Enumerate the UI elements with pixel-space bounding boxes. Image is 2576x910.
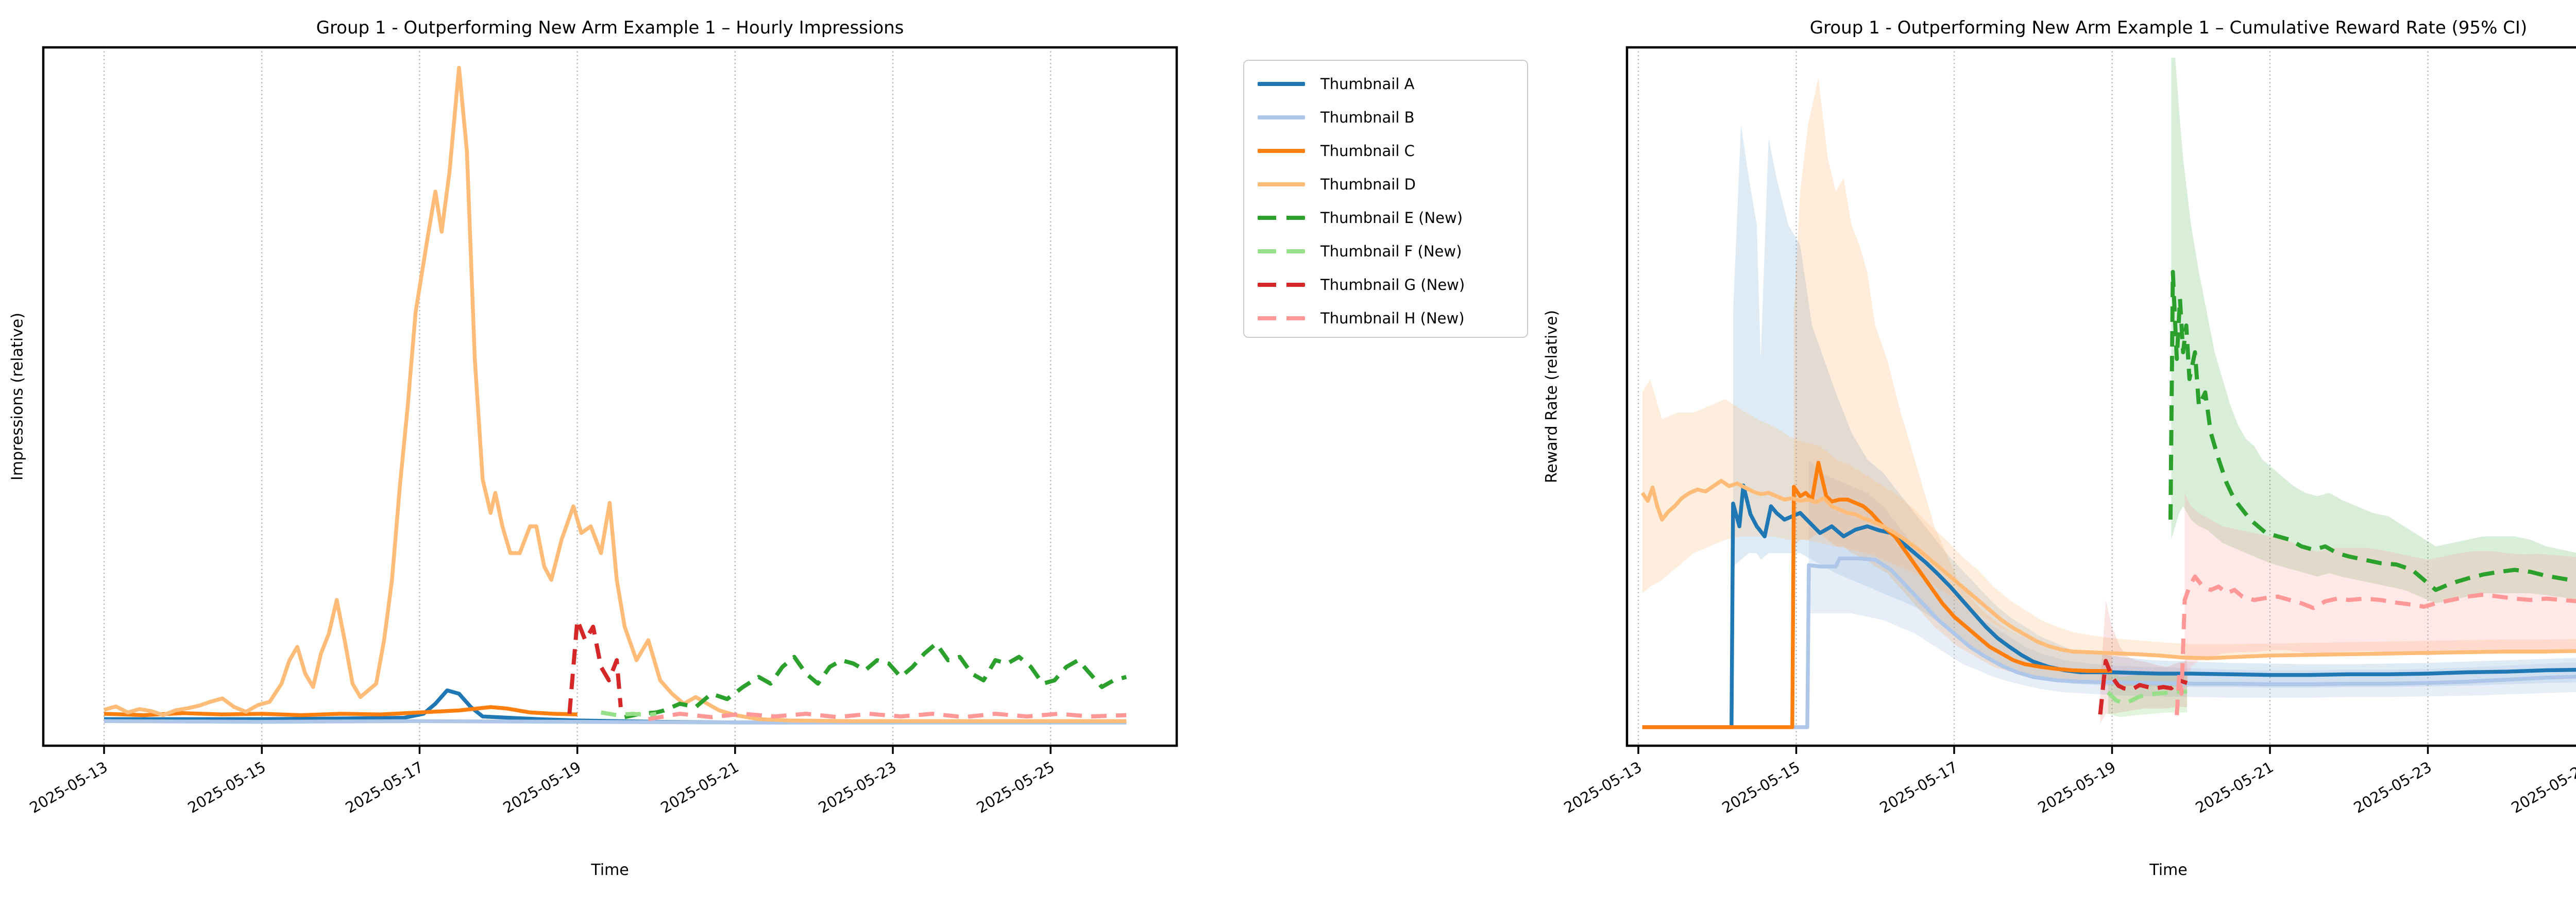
series-line — [2168, 270, 2576, 592]
ci-band — [2184, 493, 2576, 694]
ci-band — [1793, 78, 2112, 682]
left-chart-legend: Thumbnail A Thumbnail B Thumbnail C Thumbna… — [1243, 60, 1528, 338]
legend-item: Thumbnail C — [1244, 134, 1527, 167]
left-chart-plot — [42, 46, 1178, 754]
legend-item: Thumbnail H (New) — [1244, 301, 1527, 335]
legend-item: Thumbnail F (New) — [1244, 234, 1527, 268]
legend-line-sample — [1258, 148, 1305, 153]
right-chart-title: Group 1 - Outperforming New Arm Example … — [1809, 18, 2528, 38]
legend-item-label: Thumbnail E (New) — [1320, 209, 1463, 227]
legend-item-label: Thumbnail C — [1320, 142, 1415, 160]
legend-item-label: Thumbnail B — [1320, 108, 1415, 126]
series-line — [567, 618, 623, 714]
series-line — [1640, 478, 2576, 660]
legend-item-label: Thumbnail A — [1320, 75, 1415, 93]
right-chart-plot — [1625, 46, 2576, 754]
axes-spines — [1625, 46, 2576, 747]
series-line — [2098, 659, 2188, 715]
axes-spines — [42, 46, 1178, 747]
legend-item-label: Thumbnail F (New) — [1320, 242, 1462, 260]
legend-line-sample — [1258, 215, 1305, 220]
right-x-axis-label: Time — [2149, 861, 2188, 879]
series-line — [600, 710, 657, 717]
ci-band — [2171, 58, 2576, 604]
legend-item: Thumbnail D — [1244, 167, 1527, 201]
legend-item: Thumbnail G (New) — [1244, 268, 1527, 301]
legend-line-sample — [1258, 282, 1305, 287]
legend-line-sample — [1258, 81, 1305, 86]
legend-line-sample — [1258, 316, 1305, 320]
legend-item-label: Thumbnail D — [1320, 175, 1416, 193]
series-line — [1642, 483, 2576, 729]
left-x-axis-label: Time — [591, 861, 629, 879]
legend-line-sample — [1258, 182, 1305, 186]
legend-line-sample — [1258, 249, 1305, 253]
ci-band — [1642, 379, 2576, 659]
ci-band — [2108, 667, 2188, 717]
series-line — [624, 641, 1127, 719]
legend-item: Thumbnail E (New) — [1244, 201, 1527, 234]
series-line — [104, 705, 578, 717]
legend-line-sample — [1258, 115, 1305, 119]
series-line — [1642, 460, 2112, 729]
series-line — [2175, 574, 2576, 715]
legend-item-label: Thumbnail G (New) — [1320, 276, 1465, 294]
series-line — [1642, 556, 2576, 729]
series-line — [648, 712, 1127, 722]
right-y-axis-label: Reward Rate (relative) — [1543, 310, 1561, 484]
legend-item: Thumbnail B — [1244, 100, 1527, 134]
legend-item: Thumbnail A — [1244, 67, 1527, 100]
legend-item-label: Thumbnail H (New) — [1320, 309, 1465, 327]
left-chart-title: Group 1 - Outperforming New Arm Example … — [316, 18, 904, 38]
series-line — [103, 65, 1127, 724]
left-y-axis-label: Impressions (relative) — [8, 313, 27, 480]
